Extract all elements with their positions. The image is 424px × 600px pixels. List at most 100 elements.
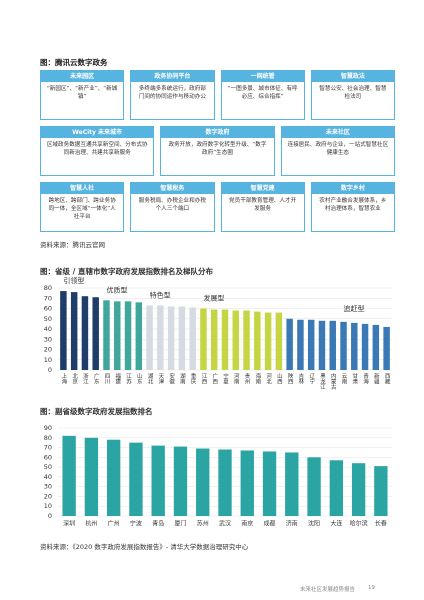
box-text: 智慧公安、社会治理、智慧检法司 [319, 86, 387, 100]
x-tick-label: 上海 [60, 372, 67, 386]
box-text: 农村产业融合发展体系，乡村治理体系，智慧农业 [319, 198, 387, 212]
box-text: “一图多景、城市体征、有呼必应、综合指挥” [227, 86, 298, 100]
bar [92, 297, 99, 370]
y-tick-label: 20 [44, 346, 52, 354]
y-tick-label: 70 [44, 444, 52, 452]
y-tick-label: 60 [44, 305, 52, 313]
x-tick-label: 西藏 [384, 373, 391, 386]
x-tick-label: 长春 [375, 520, 387, 528]
x-tick-label: 武汉 [219, 520, 231, 528]
x-tick-label: 福建 [114, 372, 121, 386]
y-tick-label: 10 [44, 356, 52, 364]
bar [114, 301, 121, 370]
bar [129, 442, 143, 516]
bar [151, 445, 165, 516]
box-title: 智慧税务 [131, 183, 214, 194]
x-tick-label: 南京 [241, 520, 253, 528]
bar [135, 302, 143, 370]
x-tick-label: 安徽 [168, 372, 175, 386]
x-tick-label: 苏州 [197, 520, 209, 528]
x-tick-label: 济南 [286, 520, 298, 528]
bar [84, 437, 99, 516]
bar [196, 448, 210, 516]
box-title: 一网统管 [221, 71, 304, 82]
diagram-box: 智慧税务服务税局、办税企业和办税个人三个端口 [130, 182, 215, 232]
bar [351, 463, 366, 516]
bar [307, 457, 321, 516]
x-tick-label: 哈尔滨 [350, 520, 368, 528]
bar [124, 301, 132, 370]
bar [329, 320, 336, 370]
x-tick-label: 海南 [254, 372, 261, 385]
bar [254, 311, 261, 370]
box-text: 跨地区、跨部门、跨业务协同一体，全区域“一体化”人社平台 [48, 198, 116, 220]
x-tick-label: 广州 [108, 520, 120, 528]
x-tick-label: 江西 [200, 373, 207, 386]
box-text: 服务税局、办税企业和办税个人三个端口 [138, 198, 206, 212]
x-tick-label: 青海 [362, 372, 369, 386]
bar [361, 323, 369, 370]
bar [167, 306, 175, 370]
bar [60, 291, 67, 370]
bar [218, 449, 232, 516]
bar [329, 460, 344, 516]
box-title: 智慧人社 [41, 183, 124, 194]
x-tick-label: 黑龙江 [319, 373, 326, 391]
x-tick-label: 湖南 [179, 372, 186, 385]
x-tick-label: 湖北 [147, 372, 154, 386]
x-tick-label: 山东 [136, 372, 143, 385]
bar [178, 306, 186, 370]
y-tick-label: 20 [44, 492, 52, 500]
x-tick-label: 陕西 [287, 372, 294, 386]
footer-text: 未来社区发展趋势报告 [300, 587, 356, 593]
box-title: 未来园区 [41, 71, 124, 82]
x-tick-label: 云南 [341, 373, 348, 385]
box-text: 连接居民、政府与企业，一站式智慧社区健康生态 [287, 142, 389, 156]
box-title: 政务协同平台 [131, 71, 214, 82]
bar [200, 308, 207, 370]
bar [243, 310, 250, 370]
x-tick-label: 青岛 [152, 520, 164, 528]
x-tick-label: 河北 [265, 372, 272, 386]
y-tick-label: 70 [44, 294, 52, 302]
bar [297, 319, 304, 370]
x-tick-label: 内蒙古 [330, 372, 337, 391]
chart-title: 图：副省级数字政府发展指数排名 [40, 406, 153, 416]
y-tick-label: 30 [44, 483, 52, 491]
diagram-box: 一网统管 “一图多景、城市体征、有呼必应、综合指挥” [220, 70, 305, 120]
box-title: 数字乡村 [311, 183, 394, 194]
bar [262, 451, 277, 516]
diagram-box: 智慧人社跨地区、跨部门、跨业务协同一体，全区域“一体化”人社平台 [40, 182, 125, 232]
diagram-box: 智慧政法 智慧公安、社会治理、智慧检法司 [310, 70, 395, 120]
bar [106, 439, 121, 516]
diagram-box: 未来社区 连接居民、政府与企业，一站式智慧社区健康生态 [280, 126, 395, 176]
diagram-box: WeCity 未来城市 区域政务数据互通共享新空间、分布式协同新治理、共建共享新服… [40, 126, 155, 176]
diagram-box: 未来园区 “新园区”、“新产业”、“新城镇” [40, 70, 125, 120]
x-tick-label: 广西 [211, 372, 218, 386]
box-text: 多终端多系统运行，政府部门间的协同运作与移动办公 [138, 86, 206, 100]
x-tick-label: 辽宁 [308, 372, 315, 385]
figure-title: 图：腾讯云数字政务 [40, 58, 108, 67]
tier-label: 发展型 [203, 294, 224, 303]
bar [286, 318, 293, 370]
y-tick-label: 0 [48, 366, 52, 374]
tier-label: 优质型 [106, 285, 127, 294]
box-text: 区域政务数据互通共享新空间、分布式协同新治理、共建共享新服务 [46, 142, 148, 156]
bar [210, 309, 218, 370]
y-tick-label: 10 [44, 502, 52, 510]
x-tick-label: 四川 [103, 373, 110, 385]
tier-label: 追赶型 [344, 304, 365, 313]
bar [318, 320, 326, 370]
box-title: WeCity 未来城市 [41, 127, 154, 138]
bar [157, 305, 164, 370]
x-tick-label: 成都 [264, 520, 276, 528]
bar [307, 319, 315, 370]
box-title: 数字政府 [161, 127, 274, 138]
y-tick-label: 50 [44, 463, 52, 471]
y-tick-label: 60 [44, 453, 52, 461]
y-tick-label: 80 [44, 434, 52, 442]
box-text: “新园区”、“新产业”、“新城镇” [46, 86, 118, 100]
box-title: 智慧党建 [221, 183, 304, 194]
diagram-box: 智慧党建 党员干部教育管理、人才开发服务 [220, 182, 305, 232]
